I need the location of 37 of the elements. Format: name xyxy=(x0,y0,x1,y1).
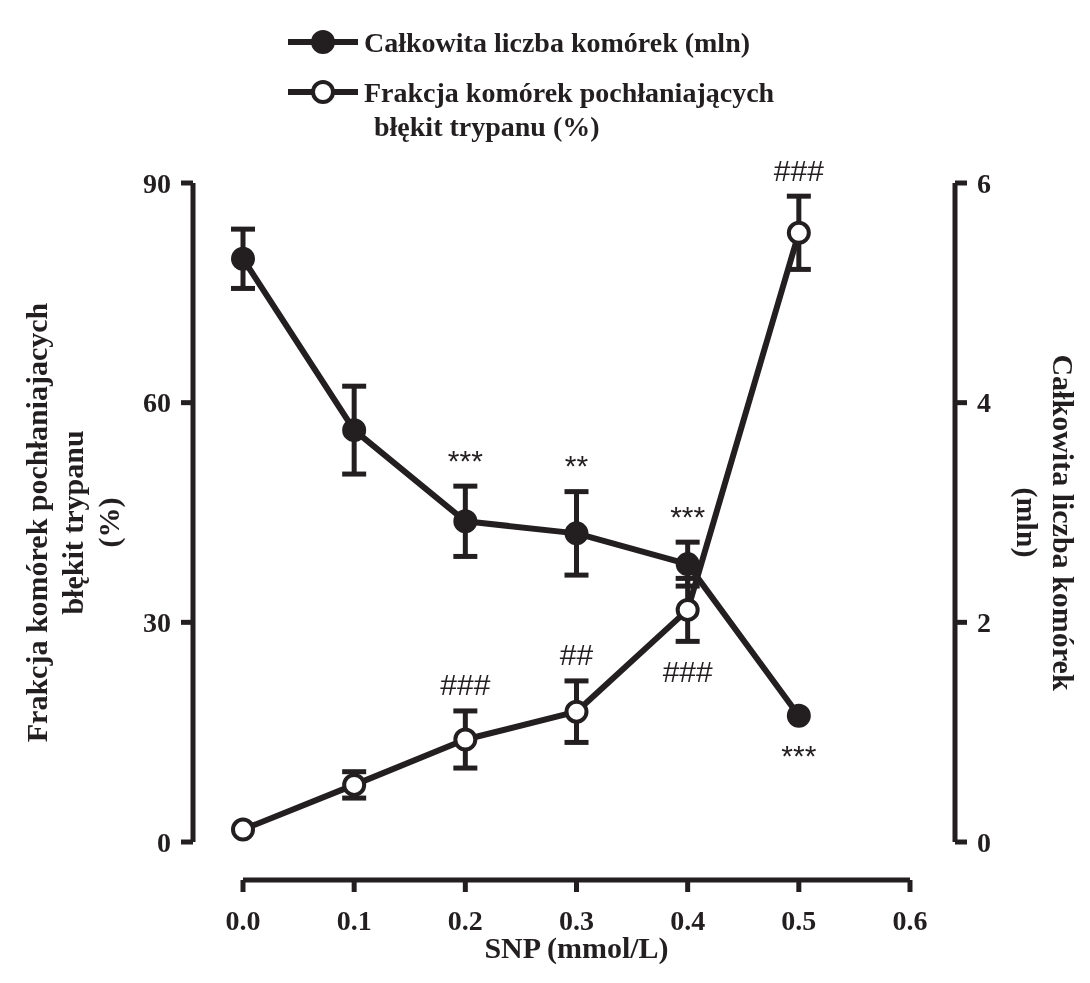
point xyxy=(564,521,589,546)
y-tick-label: 90 xyxy=(143,167,171,199)
annotation: ** xyxy=(564,449,589,483)
annotation: *** xyxy=(781,739,817,773)
y2-tick-label: 0 xyxy=(977,826,991,858)
annotation: *** xyxy=(447,443,484,477)
y2-tick-label: 2 xyxy=(977,606,991,638)
point xyxy=(342,418,367,443)
annotation: ### xyxy=(440,668,491,702)
point xyxy=(453,509,478,534)
x-tick-label: 0.4 xyxy=(670,904,706,936)
point xyxy=(231,246,255,271)
point xyxy=(453,727,478,752)
annotation: ## xyxy=(559,638,594,672)
legend-label: Całkowita liczba komórek (mln) xyxy=(364,26,751,58)
x-tick-label: 0.6 xyxy=(892,904,928,936)
point xyxy=(675,552,700,577)
legend-label: Frakcja komórek pochłaniających błękit trypanu (%) xyxy=(364,76,775,142)
annotation: ### xyxy=(662,654,713,688)
y-axis-title: Frakcja komórek pochłaniajacych błękit trypanu (%) xyxy=(19,302,126,743)
x-tick-label: 0.0 xyxy=(225,904,261,936)
x-tick-label: 0.5 xyxy=(781,904,817,936)
y-tick-label: 60 xyxy=(143,387,171,419)
annotation: ### xyxy=(773,153,825,187)
point xyxy=(786,220,811,245)
y2-tick-label: 4 xyxy=(977,387,991,419)
point xyxy=(564,699,589,724)
point xyxy=(786,703,811,728)
y-tick-label: 0 xyxy=(157,826,171,858)
x-tick-label: 0.1 xyxy=(336,904,372,936)
point xyxy=(231,817,255,842)
annotation: *** xyxy=(670,499,706,533)
y2-axis-title: Całkowita liczba komórek (mln) xyxy=(1009,354,1080,691)
y2-tick-label: 6 xyxy=(977,167,991,199)
point xyxy=(675,597,700,622)
y-tick-label: 30 xyxy=(143,606,171,638)
x-tick-label: 0.2 xyxy=(447,904,483,936)
